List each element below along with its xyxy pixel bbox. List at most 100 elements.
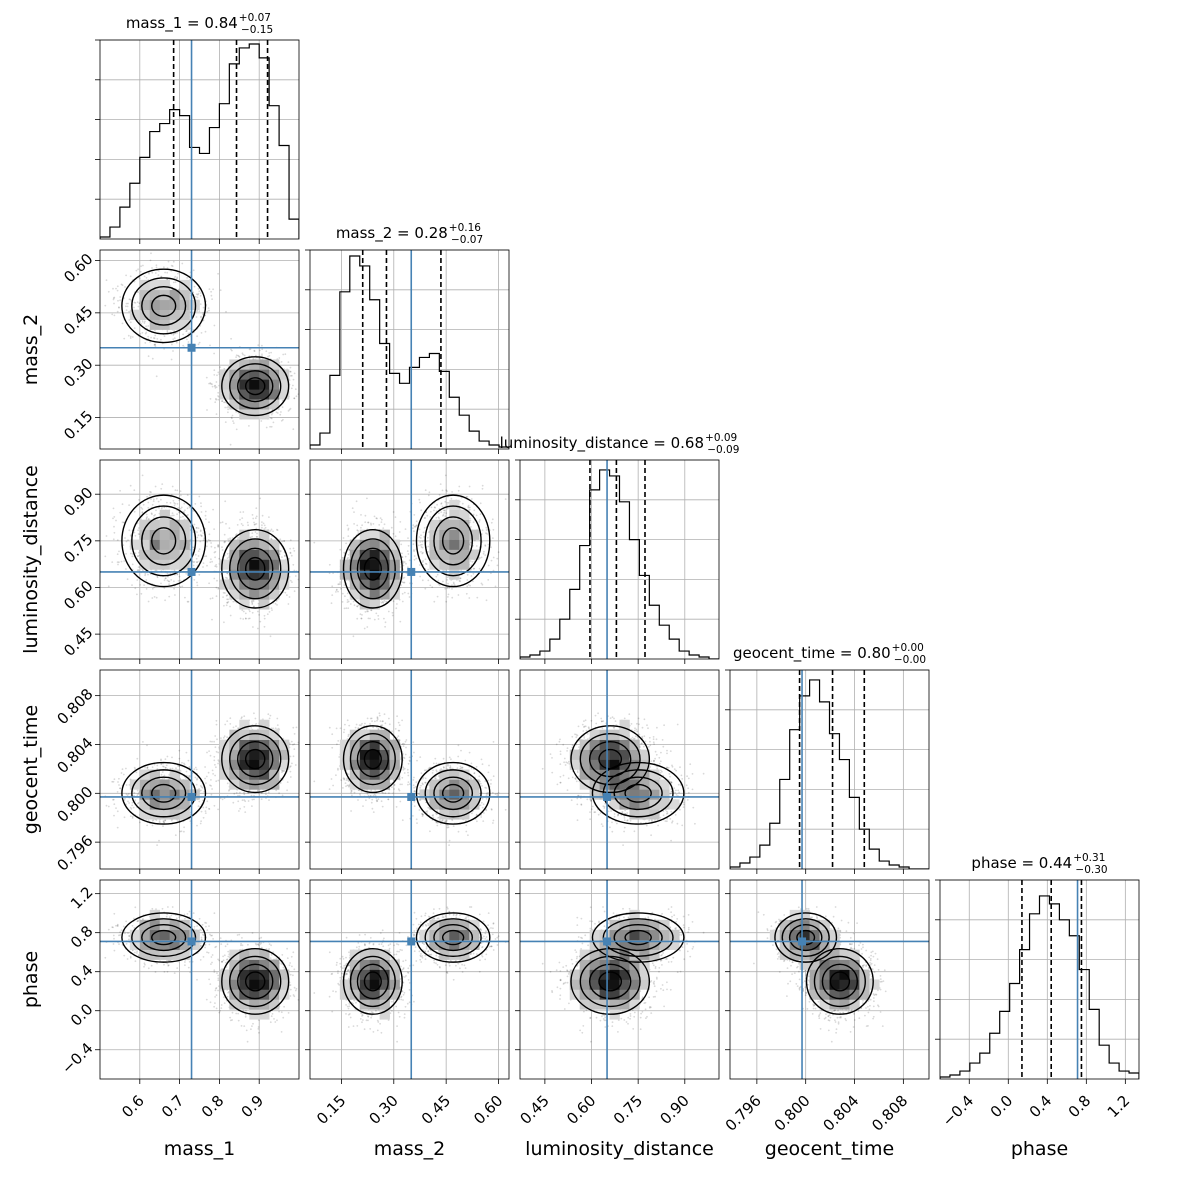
- sample-point: [200, 315, 203, 318]
- sample-point: [134, 302, 137, 304]
- density-cell: [149, 279, 160, 291]
- density-cell: [259, 369, 270, 380]
- sample-point: [287, 603, 290, 605]
- y-tick-label: 0.15: [60, 407, 96, 443]
- density-cell: [179, 309, 190, 320]
- sample-point: [116, 289, 119, 292]
- sample-point: [283, 540, 286, 542]
- sample-point: [199, 534, 202, 536]
- sample-point: [228, 527, 231, 529]
- sample-point: [202, 313, 204, 316]
- sample-point: [172, 281, 175, 284]
- sample-point: [192, 561, 195, 564]
- histogram-mass_2: [310, 255, 509, 449]
- sample-point: [212, 288, 215, 291]
- density-cell: [269, 399, 280, 410]
- sample-point: [198, 290, 201, 293]
- sample-point: [140, 265, 143, 268]
- sample-point: [137, 555, 140, 557]
- sample-point: [288, 408, 291, 411]
- sample-point: [248, 617, 251, 620]
- sample-point: [175, 341, 178, 344]
- sample-point: [186, 330, 188, 332]
- sample-point: [256, 532, 258, 535]
- panel-frame: [99, 39, 300, 240]
- sample-point: [147, 335, 150, 338]
- sample-point: [217, 544, 220, 546]
- sample-point: [288, 557, 290, 560]
- sample-point: [294, 575, 297, 577]
- sample-point: [186, 277, 189, 279]
- sample-point: [261, 344, 263, 347]
- sample-point: [184, 596, 186, 599]
- sample-point: [155, 375, 158, 378]
- sample-point: [198, 573, 201, 576]
- sample-point: [153, 514, 156, 517]
- sample-point: [210, 542, 213, 544]
- sample-point: [199, 540, 202, 543]
- sample-point: [245, 617, 247, 620]
- sample-point: [293, 397, 296, 400]
- sample-point: [219, 289, 222, 292]
- sample-point: [293, 372, 296, 375]
- sample-point: [214, 385, 216, 388]
- sample-point: [169, 515, 172, 517]
- sample-point: [133, 280, 136, 283]
- sample-point: [239, 617, 242, 620]
- sample-point: [292, 547, 295, 550]
- sample-point: [158, 507, 160, 509]
- sample-point: [289, 547, 291, 550]
- sample-point: [208, 521, 210, 524]
- sample-point: [227, 405, 230, 407]
- sample-point: [179, 585, 182, 588]
- sample-point: [209, 344, 211, 347]
- sample-point: [138, 551, 140, 554]
- sample-point: [179, 490, 182, 493]
- sample-point: [196, 335, 199, 338]
- sample-point: [153, 337, 156, 340]
- sample-point: [215, 413, 218, 415]
- sample-point: [168, 595, 171, 598]
- sample-point: [192, 269, 195, 272]
- sample-point: [195, 557, 198, 560]
- sample-point: [129, 484, 132, 487]
- histogram-mass_1: [100, 43, 299, 239]
- sample-point: [194, 553, 197, 556]
- sample-point: [112, 538, 115, 541]
- contour: [121, 268, 207, 344]
- density-cell: [259, 389, 270, 400]
- sample-point: [176, 513, 179, 516]
- sample-point: [291, 581, 293, 583]
- sample-point: [258, 614, 260, 616]
- sample-point: [170, 264, 173, 267]
- sample-point: [169, 502, 172, 504]
- sample-point: [121, 503, 124, 506]
- sample-point: [250, 601, 253, 603]
- sample-point: [186, 600, 189, 603]
- sample-point: [247, 617, 250, 620]
- sample-point: [208, 288, 211, 290]
- density-cell: [219, 379, 230, 390]
- density-cell: [229, 379, 240, 390]
- sample-point: [246, 521, 249, 524]
- sample-point: [216, 374, 218, 377]
- sample-point: [145, 331, 148, 334]
- sample-point: [196, 293, 199, 296]
- sample-point: [178, 511, 181, 513]
- density-cell: [169, 319, 180, 330]
- sample-point: [142, 264, 144, 267]
- sample-point: [138, 321, 141, 323]
- sample-point: [135, 269, 138, 272]
- sample-point: [209, 398, 212, 400]
- sample-point: [196, 561, 199, 563]
- sample-point: [289, 407, 292, 410]
- sample-point: [133, 489, 136, 492]
- sample-point: [225, 604, 228, 607]
- sample-point: [205, 376, 208, 379]
- sample-point: [279, 591, 281, 593]
- sample-point: [215, 397, 217, 400]
- sample-point: [147, 573, 149, 576]
- title-mass_1: mass_1 = 0.84+0.07 −0.15: [126, 12, 273, 36]
- sample-point: [231, 417, 233, 420]
- sample-point: [289, 551, 292, 554]
